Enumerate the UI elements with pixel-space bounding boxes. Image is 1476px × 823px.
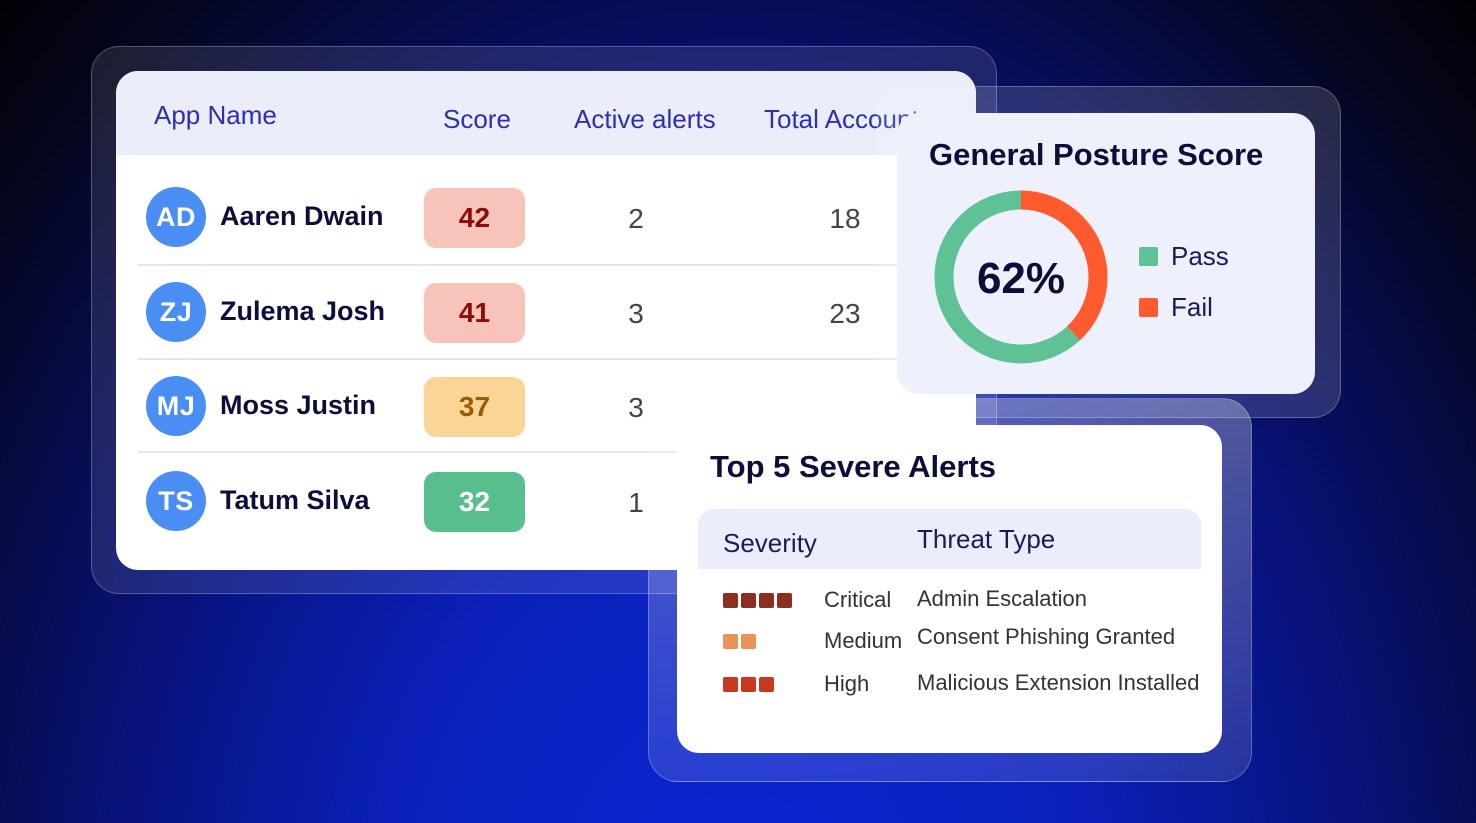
apps-table-card: App Name Score Active alerts Total Accou…: [116, 71, 976, 570]
score-badge: 41: [424, 283, 525, 343]
header-threat-type: Threat Type: [917, 524, 1056, 554]
legend-pass-label: Pass: [1171, 241, 1229, 271]
severity-block: [741, 634, 756, 649]
apps-table-header: App Name Score Active alerts Total Accou…: [116, 71, 976, 155]
total-accounts-value: 23: [829, 298, 861, 329]
avatar: AD: [146, 187, 206, 247]
header-score: Score: [443, 104, 511, 134]
severity-block: [759, 593, 774, 608]
severity-label: Critical: [824, 587, 892, 612]
threat-type: Consent Phishing Granted: [917, 624, 1176, 649]
app-name: Tatum Silva: [220, 485, 370, 515]
alert-row[interactable]: High Malicious Extension Installed: [677, 667, 1222, 707]
total-accounts-value: 18: [829, 203, 861, 234]
active-alerts-value: 3: [628, 298, 644, 329]
threat-type: Admin Escalation: [917, 586, 1087, 611]
severity-blocks: [723, 677, 777, 692]
row-divider: [138, 264, 908, 266]
alert-row[interactable]: Medium Consent Phishing Granted: [677, 624, 1222, 664]
table-row[interactable]: TS Tatum Silva 32 1: [138, 455, 918, 549]
avatar: TS: [146, 471, 206, 531]
severity-block: [777, 593, 792, 608]
alert-row[interactable]: Critical Admin Escalation: [677, 583, 1222, 623]
threat-type: Malicious Extension Installed: [917, 670, 1200, 695]
app-name: Zulema Josh: [220, 296, 386, 326]
pass-swatch: [1139, 247, 1158, 266]
header-app-name: App Name: [154, 100, 277, 130]
row-divider: [138, 451, 908, 453]
active-alerts-value: 2: [628, 203, 644, 234]
severity-block: [741, 593, 756, 608]
severity-block: [759, 677, 774, 692]
severe-alerts-header: Severity Threat Type: [698, 509, 1201, 569]
app-name: Moss Justin: [220, 390, 377, 420]
score-badge: 37: [424, 377, 525, 437]
severity-blocks: [723, 593, 795, 608]
legend-fail-label: Fail: [1171, 292, 1213, 322]
posture-score-card: General Posture Score 62% Pass Fail: [897, 113, 1315, 394]
severity-label: Medium: [824, 628, 903, 653]
score-badge: 32: [424, 472, 525, 532]
active-alerts-value: 3: [628, 392, 644, 423]
score-badge: 42: [424, 188, 525, 248]
legend-fail: Fail: [1139, 292, 1213, 323]
fail-swatch: [1139, 298, 1158, 317]
severity-block: [741, 677, 756, 692]
severe-alerts-title: Top 5 Severe Alerts: [710, 449, 997, 484]
active-alerts-value: 1: [628, 487, 644, 518]
posture-percent: 62%: [977, 254, 1065, 303]
table-row[interactable]: AD Aaren Dwain 42 2 18: [138, 171, 918, 265]
donut-fail-segment: [934, 190, 1108, 364]
table-row[interactable]: MJ Moss Justin 37 3: [138, 360, 918, 454]
avatar: ZJ: [146, 282, 206, 342]
severity-block: [723, 634, 738, 649]
severity-block: [723, 677, 738, 692]
severity-label: High: [824, 671, 870, 696]
severity-blocks: [723, 634, 759, 649]
header-severity: Severity: [723, 528, 817, 558]
row-divider: [138, 358, 908, 360]
severe-alerts-card: Top 5 Severe Alerts Severity Threat Type…: [677, 425, 1222, 753]
avatar: MJ: [146, 376, 206, 436]
legend-pass: Pass: [1139, 241, 1229, 272]
severity-block: [723, 593, 738, 608]
posture-title: General Posture Score: [929, 137, 1264, 172]
posture-donut-chart: 62%: [934, 190, 1108, 364]
header-active-alerts: Active alerts: [574, 104, 716, 134]
app-name: Aaren Dwain: [220, 201, 384, 231]
table-row[interactable]: ZJ Zulema Josh 41 3 23: [138, 266, 918, 360]
